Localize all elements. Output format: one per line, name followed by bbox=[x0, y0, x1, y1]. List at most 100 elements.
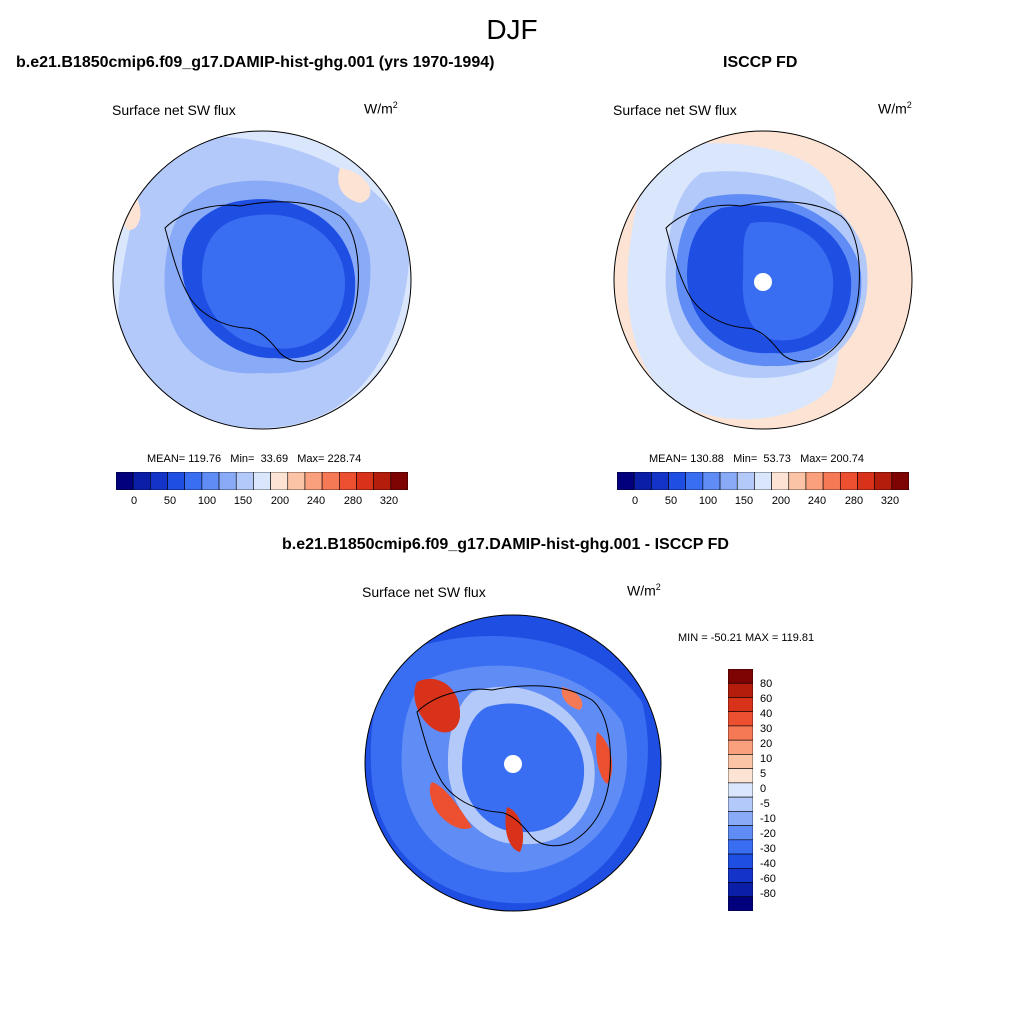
colorbar-swatch bbox=[874, 472, 893, 490]
left-polar-map bbox=[112, 130, 412, 430]
colorbar-swatch bbox=[728, 682, 753, 698]
colorbar-swatch bbox=[728, 839, 753, 855]
left-map-region bbox=[123, 188, 141, 230]
left-colorbar-tick: 0 bbox=[130, 495, 138, 507]
diff-colorbar-tick: -60 bbox=[760, 873, 776, 885]
colorbar-swatch bbox=[651, 472, 669, 490]
diff-colorbar-tick: -30 bbox=[760, 843, 776, 855]
right-polar-map bbox=[613, 130, 913, 430]
left-variable-label: Surface net SW flux bbox=[112, 102, 236, 118]
diff-colorbar-tick: -20 bbox=[760, 828, 776, 840]
colorbar-swatch bbox=[116, 472, 134, 490]
diff-map-region bbox=[462, 703, 585, 833]
diff-map-region bbox=[414, 678, 461, 733]
right-panel-title: ISCCP FD bbox=[723, 54, 798, 71]
diff-colorbar-tick: -40 bbox=[760, 858, 776, 870]
colorbar-swatch bbox=[373, 472, 392, 490]
colorbar-swatch bbox=[728, 853, 753, 869]
colorbar-swatch bbox=[728, 754, 753, 769]
colorbar-swatch bbox=[668, 472, 687, 490]
right-colorbar-tick: 200 bbox=[771, 495, 791, 507]
diff-units-label: W/m2 bbox=[627, 582, 661, 599]
left-stats: MEAN= 119.76 Min= 33.69 Max= 228.74 bbox=[147, 453, 362, 465]
left-colorbar bbox=[116, 472, 408, 490]
page-title: DJF bbox=[486, 14, 538, 45]
left-coastline bbox=[164, 201, 359, 363]
colorbar-swatch bbox=[728, 867, 753, 883]
colorbar-swatch bbox=[728, 782, 753, 798]
colorbar-swatch bbox=[132, 472, 151, 490]
diff-colorbar-ticks: 80 60 40 30 20 10 5 0 -5 -10 -20 -30 -40… bbox=[760, 669, 800, 911]
right-variable-label: Surface net SW flux bbox=[613, 102, 737, 118]
diff-colorbar-tick: 30 bbox=[760, 723, 773, 735]
colorbar-swatch bbox=[788, 472, 807, 490]
diff-polar-map bbox=[364, 614, 662, 912]
colorbar-swatch bbox=[617, 472, 635, 490]
colorbar-swatch bbox=[167, 472, 186, 490]
colorbar-swatch bbox=[304, 472, 323, 490]
colorbar-swatch bbox=[822, 472, 841, 490]
right-colorbar-ticks: 0 50 100 150 200 240 280 320 bbox=[617, 495, 909, 509]
diff-variable-label: Surface net SW flux bbox=[362, 584, 486, 600]
colorbar-swatch bbox=[201, 472, 220, 490]
left-panel-title: b.e21.B1850cmip6.f09_g17.DAMIP-hist-ghg.… bbox=[16, 54, 495, 71]
colorbar-swatch bbox=[857, 472, 875, 490]
colorbar-swatch bbox=[728, 896, 753, 911]
colorbar-swatch bbox=[728, 796, 753, 812]
left-map-border bbox=[112, 130, 412, 430]
right-colorbar-tick: 280 bbox=[844, 495, 864, 507]
right-colorbar-tick: 50 bbox=[664, 495, 678, 507]
colorbar-swatch bbox=[321, 472, 340, 490]
right-map-region bbox=[742, 222, 834, 341]
colorbar-swatch bbox=[235, 472, 254, 490]
right-colorbar bbox=[617, 472, 909, 490]
left-units-label: W/m2 bbox=[364, 100, 398, 117]
right-map-border bbox=[613, 130, 913, 430]
colorbar-swatch bbox=[728, 811, 753, 826]
colorbar-swatch bbox=[728, 739, 753, 755]
left-colorbar-tick: 100 bbox=[197, 495, 217, 507]
colorbar-swatch bbox=[839, 472, 858, 490]
colorbar-swatch bbox=[728, 669, 753, 684]
colorbar-swatch bbox=[702, 472, 721, 490]
diff-colorbar-tick: 5 bbox=[760, 768, 767, 780]
diff-minmax: MIN = -50.21 MAX = 119.81 bbox=[678, 632, 815, 644]
colorbar-swatch bbox=[728, 768, 753, 784]
left-map-region bbox=[201, 214, 345, 349]
colorbar-swatch bbox=[338, 472, 357, 490]
diff-colorbar-tick: 80 bbox=[760, 678, 773, 690]
colorbar-swatch bbox=[218, 472, 237, 490]
diff-colorbar bbox=[728, 669, 753, 911]
colorbar-swatch bbox=[633, 472, 652, 490]
diff-colorbar-tick: 10 bbox=[760, 753, 773, 765]
right-colorbar-tick: 150 bbox=[734, 495, 754, 507]
colorbar-swatch bbox=[728, 882, 753, 898]
colorbar-swatch bbox=[685, 472, 704, 490]
colorbar-swatch bbox=[356, 472, 374, 490]
right-coastline bbox=[665, 201, 860, 363]
colorbar-swatch bbox=[719, 472, 738, 490]
colorbar-swatch bbox=[736, 472, 755, 490]
diff-colorbar-tick: 20 bbox=[760, 738, 773, 750]
colorbar-swatch bbox=[253, 472, 271, 490]
colorbar-swatch bbox=[184, 472, 203, 490]
colorbar-swatch bbox=[728, 725, 753, 741]
right-stats: MEAN= 130.88 Min= 53.73 Max= 200.74 bbox=[649, 453, 865, 465]
colorbar-swatch bbox=[728, 825, 753, 841]
left-colorbar-tick: 280 bbox=[343, 495, 363, 507]
left-colorbar-tick: 50 bbox=[163, 495, 177, 507]
right-colorbar-tick: 240 bbox=[807, 495, 827, 507]
left-colorbar-tick: 150 bbox=[233, 495, 253, 507]
diff-coastline bbox=[416, 685, 611, 847]
colorbar-swatch bbox=[270, 472, 289, 490]
left-colorbar-tick: 200 bbox=[270, 495, 290, 507]
diff-map-region bbox=[505, 807, 524, 852]
diff-panel-title: b.e21.B1850cmip6.f09_g17.DAMIP-hist-ghg.… bbox=[282, 536, 729, 553]
diff-map-region bbox=[429, 782, 472, 830]
diff-map-region bbox=[596, 732, 613, 784]
colorbar-swatch bbox=[891, 472, 909, 490]
right-map-pole-hole bbox=[754, 273, 772, 291]
left-map-region bbox=[338, 168, 371, 203]
diff-colorbar-tick: 40 bbox=[760, 708, 773, 720]
diff-colorbar-tick: -80 bbox=[760, 888, 776, 900]
